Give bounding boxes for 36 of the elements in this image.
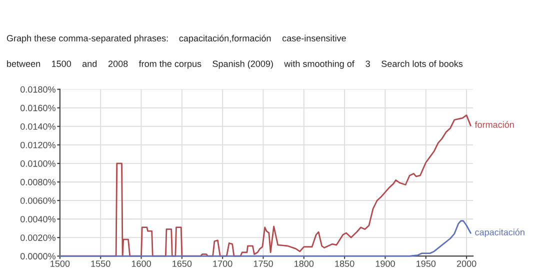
series-label: capacitación xyxy=(475,228,524,238)
text: Graph these comma-separated phrases: xyxy=(6,34,168,44)
x-tick-label: 1700 xyxy=(213,260,232,267)
x-tick-label: 1650 xyxy=(172,260,192,267)
text: Search lots of books xyxy=(382,60,463,67)
x-tick-label: 1950 xyxy=(416,260,436,267)
text: 2008 xyxy=(108,60,128,67)
y-tick-label: 0.0120% xyxy=(20,142,56,148)
x-tick-label: 1800 xyxy=(294,260,314,267)
text: 1500 xyxy=(52,60,72,67)
text: from the corpus xyxy=(138,60,202,69)
x-tick-label: 1900 xyxy=(376,260,395,267)
x-tick-label: 1500 xyxy=(50,260,70,267)
y-tick-label: 0.0100% xyxy=(20,160,56,167)
text: and xyxy=(82,60,97,67)
line-series xyxy=(59,220,472,257)
text: between xyxy=(7,60,40,67)
x-tick-label: 1600 xyxy=(132,260,151,267)
text: 3 xyxy=(366,60,370,67)
series-label: formación xyxy=(474,121,514,128)
text: with smoothing of xyxy=(284,60,354,69)
y-tick-label: 0.0020% xyxy=(20,234,56,241)
y-tick-label: 0.0080% xyxy=(20,178,56,186)
x-tick-label: 1850 xyxy=(335,260,354,267)
y-tick-label: 0.0160% xyxy=(20,104,56,112)
text: capacitación,formación xyxy=(179,34,271,44)
y-tick-label: 0.0180% xyxy=(20,86,56,93)
y-tick-label: 0.0040% xyxy=(20,216,56,222)
y-tick-label: 0.0000% xyxy=(20,253,56,260)
y-tick-label: 0.0060% xyxy=(20,197,56,204)
text: Spanish (2009) xyxy=(212,60,273,69)
x-tick-label: 2000 xyxy=(456,260,476,267)
x-tick-label: 1550 xyxy=(91,260,110,267)
x-tick-label: 1750 xyxy=(254,260,273,267)
text: case-insensitive xyxy=(282,34,346,42)
y-tick-label: 0.0140% xyxy=(20,123,56,130)
